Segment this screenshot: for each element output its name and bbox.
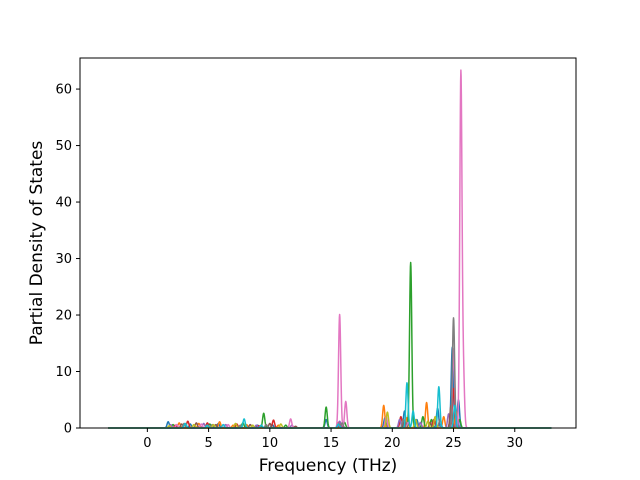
x-axis-label: Frequency (THz): [259, 456, 398, 476]
series-line-1: [107, 346, 553, 429]
y-axis-ticks: 0 10 20 30 40 50 60: [55, 83, 80, 437]
series-line-3: [107, 261, 553, 429]
y-tick-label: 60: [55, 83, 72, 98]
plot-frame: [79, 57, 577, 429]
y-tick-label: 50: [55, 139, 72, 154]
x-tick-label: 25: [445, 436, 462, 451]
series-line-2: [107, 401, 553, 429]
series-line-8: [107, 317, 553, 429]
y-axis-label: Partial Density of States: [27, 141, 47, 346]
series-line-6: [107, 404, 553, 429]
x-axis-ticks: 0 5 10 15 20 25 30: [143, 428, 523, 451]
series-line-4: [107, 387, 553, 429]
series-layer: [107, 69, 553, 429]
y-tick-label: 40: [55, 196, 72, 211]
y-tick-label: 30: [55, 252, 72, 267]
y-tick-label: 0: [64, 422, 72, 437]
series-line-10: [107, 382, 553, 429]
x-tick-label: 15: [323, 436, 340, 451]
x-tick-label: 5: [204, 436, 212, 451]
series-line-7: [107, 69, 553, 429]
x-tick-label: 10: [262, 436, 279, 451]
x-tick-label: 30: [506, 436, 523, 451]
y-tick-label: 20: [55, 309, 72, 324]
x-tick-label: 0: [143, 436, 151, 451]
y-tick-label: 10: [55, 365, 72, 380]
x-tick-label: 20: [384, 436, 401, 451]
